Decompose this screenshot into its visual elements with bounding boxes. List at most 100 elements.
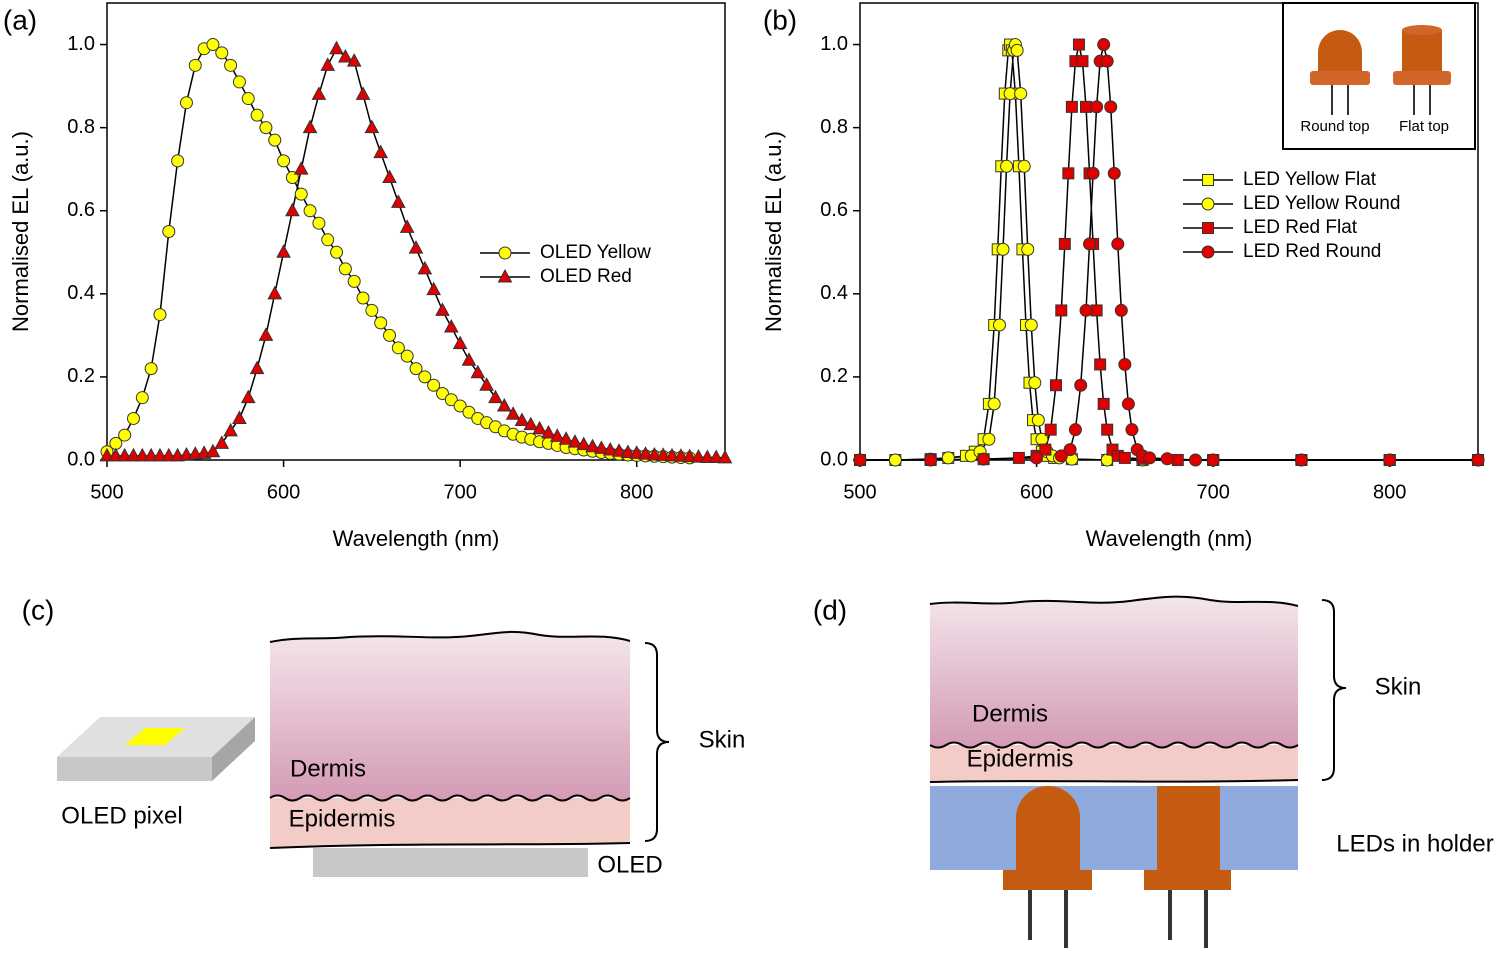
marker (496, 397, 512, 412)
marker (1012, 451, 1025, 464)
marker (479, 377, 494, 391)
source-label: LEDs in holder (1336, 830, 1493, 857)
marker (602, 441, 618, 456)
y-tick-label: 0.0 (67, 448, 95, 470)
dermis (930, 596, 1298, 748)
marker (259, 121, 273, 135)
marker (215, 46, 229, 60)
panel-label: (d) (813, 594, 847, 625)
skin-top (269, 630, 631, 643)
epidermis-label: Epidermis (967, 745, 1074, 772)
marker (364, 119, 380, 134)
marker (153, 308, 167, 322)
marker (338, 48, 353, 63)
diagram-led: (d) Dermis Epidermis Skin LEDs in holder (813, 594, 1494, 948)
marker (1094, 358, 1107, 371)
marker (1021, 242, 1035, 256)
dermis-label: Dermis (972, 700, 1048, 727)
marker (638, 446, 653, 460)
dermis (270, 631, 630, 801)
led-flange (1310, 71, 1370, 85)
led-holder (930, 786, 1298, 870)
marker (303, 204, 317, 218)
marker (312, 216, 326, 230)
pixel-front (57, 757, 212, 781)
skin-bottom (269, 842, 631, 849)
chart: (a) 500 600 700 800 0.0 0.2 0.4 0.6 0.8 1.0 Wavelen… (3, 2, 733, 551)
marker (1024, 318, 1038, 332)
x-tick-label: 800 (620, 481, 653, 503)
led-flange (1144, 870, 1231, 890)
marker (268, 133, 282, 147)
marker (1028, 376, 1042, 390)
legend-label: OLED Red (540, 266, 632, 287)
marker (1201, 197, 1215, 211)
marker (1097, 38, 1111, 52)
x-tick-label: 500 (90, 481, 123, 503)
marker (1111, 237, 1125, 251)
marker (223, 422, 238, 437)
marker (444, 393, 458, 407)
marker (249, 360, 265, 375)
marker (240, 389, 256, 404)
legend-label: LED Yellow Flat (1243, 169, 1377, 190)
marker (338, 262, 352, 276)
x-axis-label: Wavelength (nm) (1086, 526, 1253, 551)
marker (1054, 449, 1068, 463)
dermis-label: Dermis (290, 755, 366, 782)
pixel-emitter (125, 728, 185, 745)
marker (1074, 378, 1088, 392)
marker (418, 370, 432, 384)
marker (1062, 167, 1075, 180)
marker (382, 169, 397, 183)
marker (461, 352, 477, 366)
marker (655, 447, 671, 461)
marker (585, 438, 600, 453)
marker (443, 319, 459, 333)
marker (224, 58, 238, 72)
marker (1201, 245, 1215, 259)
marker (391, 341, 405, 355)
marker (1090, 304, 1103, 317)
skin-top (929, 595, 1299, 607)
marker (435, 302, 450, 316)
marker (453, 399, 467, 413)
y-tick-label: 0.4 (820, 282, 848, 304)
marker (1090, 100, 1104, 114)
plot-frame (106, 2, 726, 461)
marker (409, 362, 423, 376)
marker (1076, 55, 1089, 68)
marker (293, 161, 309, 175)
marker (1010, 43, 1024, 57)
marker (514, 412, 530, 427)
marker (673, 448, 689, 462)
led-flat-top (1402, 25, 1442, 35)
marker (620, 444, 636, 459)
marker (647, 446, 662, 461)
marker (188, 58, 202, 72)
marker (664, 447, 680, 462)
skin-bottom (929, 779, 1299, 783)
marker (250, 108, 264, 122)
y-tick-label: 0.8 (820, 116, 848, 138)
marker (853, 453, 867, 467)
marker (1017, 159, 1031, 173)
marker (1206, 453, 1220, 467)
marker (1202, 174, 1214, 186)
y-tick-label: 0.6 (820, 199, 848, 221)
marker (977, 452, 991, 466)
marker (1014, 87, 1028, 101)
marker (498, 246, 512, 260)
marker (1121, 397, 1135, 411)
marker (1107, 166, 1121, 180)
x-tick-label: 500 (843, 481, 876, 503)
y-tick-label: 1.0 (67, 33, 95, 55)
marker (691, 449, 706, 463)
marker (987, 397, 1001, 411)
marker (356, 291, 370, 305)
marker (232, 75, 246, 89)
layer-boundary (269, 794, 631, 802)
led-flange (1003, 870, 1092, 890)
marker (346, 53, 362, 67)
